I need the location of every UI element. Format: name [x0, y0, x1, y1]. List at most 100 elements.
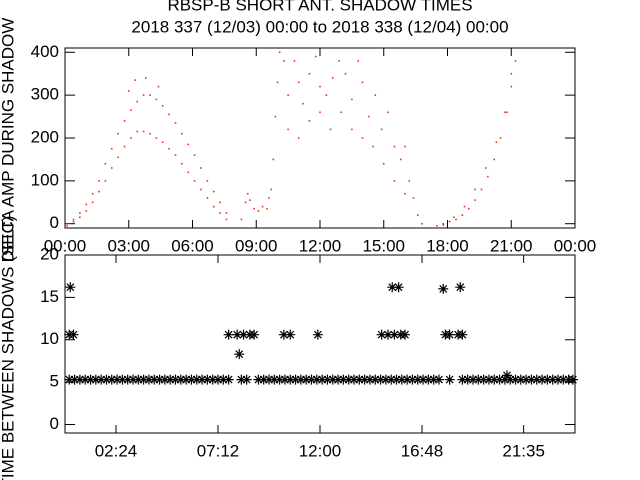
point [253, 207, 255, 210]
x-tick-label: 09:00 [235, 236, 278, 255]
asterisk [531, 374, 542, 385]
asterisk [85, 374, 96, 385]
point [393, 145, 396, 148]
asterisk [412, 374, 423, 385]
asterisk [407, 374, 418, 385]
asterisk [128, 374, 138, 385]
point [453, 216, 455, 219]
asterisk [457, 374, 468, 385]
asterisk [375, 374, 386, 385]
asterisk [223, 374, 234, 385]
x-tick-label: 15:00 [362, 236, 405, 255]
asterisk [241, 374, 252, 385]
point [308, 120, 311, 122]
asterisk [218, 374, 229, 385]
point [168, 113, 170, 116]
asterisk [553, 374, 563, 385]
point [393, 180, 396, 182]
x-tick-label: 21:00 [490, 236, 533, 255]
asterisk [236, 374, 247, 385]
asterisk [223, 329, 234, 340]
point [134, 79, 136, 81]
asterisk [117, 374, 128, 385]
chart-title: RBSP-B SHORT ANT. SHADOW TIMES [167, 0, 472, 14]
point [325, 94, 328, 96]
asterisk [526, 374, 537, 385]
asterisk [96, 374, 107, 385]
point [416, 214, 419, 216]
point [510, 72, 513, 75]
asterisk [264, 374, 274, 385]
asterisk [232, 329, 243, 340]
asterisk [333, 374, 344, 385]
point [331, 77, 334, 79]
point [130, 137, 132, 139]
y-axis-title: DELTA AMP DURING SHADOW [0, 18, 17, 263]
point [278, 51, 281, 54]
asterisk [170, 374, 181, 385]
asterisk [542, 374, 553, 385]
point [455, 218, 457, 221]
point [257, 210, 260, 212]
point [351, 98, 353, 101]
point [66, 225, 68, 227]
point [272, 158, 275, 161]
asterisk [396, 374, 407, 385]
asterisk [455, 282, 466, 293]
point [104, 180, 107, 182]
point [85, 203, 88, 206]
point [514, 60, 517, 62]
point [412, 197, 415, 199]
asterisk [502, 370, 512, 381]
point [268, 197, 270, 199]
asterisk [364, 374, 375, 385]
point [297, 81, 300, 84]
asterisk [483, 374, 494, 385]
point [130, 109, 132, 111]
point [274, 115, 277, 118]
asterisk [101, 374, 112, 385]
asterisk [258, 374, 269, 385]
point [408, 180, 411, 182]
asterisk [154, 374, 165, 385]
point [174, 122, 177, 124]
asterisk [311, 374, 322, 385]
asterisk [122, 374, 133, 385]
point [240, 218, 243, 221]
asterisk [468, 374, 478, 385]
y-tick-label: 5 [50, 372, 59, 391]
point [372, 145, 374, 148]
point [174, 154, 177, 156]
asterisk [515, 374, 526, 385]
asterisk [505, 374, 516, 385]
point [287, 128, 289, 131]
point [357, 60, 360, 62]
point [270, 188, 272, 191]
asterisk [234, 349, 245, 360]
asterisk [295, 374, 306, 385]
asterisk [175, 374, 186, 385]
asterisk [349, 374, 359, 385]
x-tick-label: 07:12 [197, 441, 240, 460]
asterisk [386, 374, 397, 385]
asterisk [138, 374, 149, 385]
asterisk [322, 374, 333, 385]
point [91, 201, 94, 204]
asterisk [434, 374, 444, 385]
asterisk [444, 374, 455, 385]
point [314, 55, 317, 58]
point [123, 145, 126, 148]
point [293, 60, 296, 62]
point [144, 77, 147, 79]
point [142, 130, 145, 133]
point [448, 220, 451, 223]
asterisk [64, 374, 75, 385]
point [200, 188, 202, 191]
point [361, 81, 364, 84]
asterisk [165, 374, 176, 385]
point [110, 147, 113, 150]
point [510, 85, 513, 88]
point [308, 72, 311, 75]
asterisk [213, 374, 223, 385]
